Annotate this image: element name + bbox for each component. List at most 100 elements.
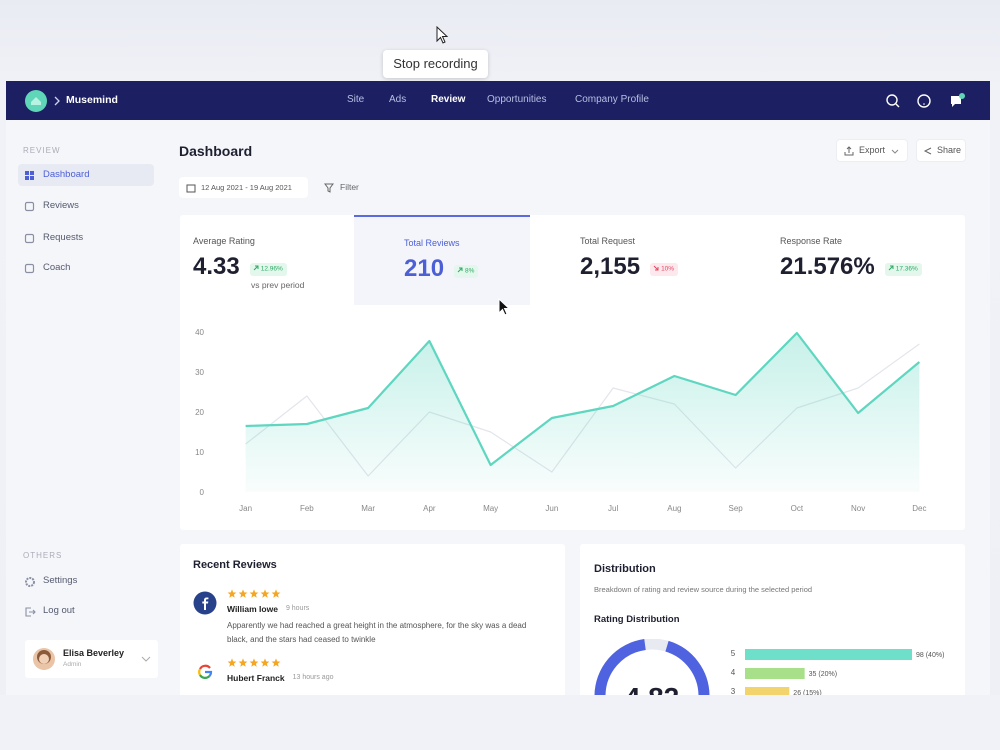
sidebar-item[interactable]: Dashboard xyxy=(18,164,154,186)
arrow xyxy=(888,265,894,271)
sidebar-icon xyxy=(25,577,35,587)
brand-name[interactable]: Musemind xyxy=(66,94,118,106)
y-tick-label: 10 xyxy=(195,448,204,457)
share-icon xyxy=(923,147,932,155)
trend-arrow xyxy=(253,265,259,271)
change-badge: 17.36% xyxy=(884,263,922,276)
change-value: 17.36% xyxy=(895,265,918,273)
icon xyxy=(25,607,36,617)
rating-bars: 5 98 (40%) 4 35 (20%) 3 26 (15%) xyxy=(731,649,944,695)
reviewer-name: William Iowe xyxy=(227,604,278,614)
change-value: 12.96% xyxy=(260,265,283,273)
stat-note: vs prev period xyxy=(251,280,305,290)
cursor xyxy=(498,298,511,316)
facebook-f xyxy=(202,597,209,610)
user-role: Admin xyxy=(63,661,82,668)
sidebar-item-label[interactable]: Requests xyxy=(43,232,84,243)
overview-card: Average Rating 4.33 12.96% vs prev period To… xyxy=(180,215,965,530)
sidebar-item-label[interactable]: Coach xyxy=(43,262,71,273)
bar-value-label: 98 (40%) xyxy=(916,652,944,659)
card-title: Recent Reviews xyxy=(193,559,277,571)
arrow xyxy=(457,267,463,273)
y-tick-label: 20 xyxy=(195,408,204,417)
stat-card[interactable]: Average Rating 4.33 12.96% vs prev period xyxy=(180,215,354,305)
page-title: Dashboard xyxy=(179,143,253,159)
bar-label: 5 xyxy=(731,649,736,658)
filter-button[interactable]: Filter xyxy=(324,177,374,198)
x-tick-label: May xyxy=(483,504,498,513)
sidebar-item-label[interactable]: Reviews xyxy=(43,200,79,211)
donut-track xyxy=(594,639,710,695)
y-tick-label: 40 xyxy=(195,328,204,337)
user-name: Elisa Beverley xyxy=(63,648,125,658)
distribution-card: Distribution Breakdown of rating and revi… xyxy=(580,544,965,695)
nav-icons xyxy=(886,93,965,108)
arrow xyxy=(253,265,259,271)
cursor xyxy=(436,26,449,44)
bar-value-label: 35 (20%) xyxy=(809,671,837,678)
sidebar-item-label[interactable]: Log out xyxy=(43,605,75,616)
x-tick-label: Jun xyxy=(545,504,558,513)
brand-logo xyxy=(25,90,60,112)
date-range[interactable]: 12 Aug 2021 - 19 Aug 2021 xyxy=(179,177,308,198)
sidebar-item[interactable]: Requests xyxy=(18,227,154,249)
source-icon xyxy=(193,591,217,615)
reviewer-name: Hubert Franck xyxy=(227,673,285,683)
x-tick-label: Oct xyxy=(791,504,804,513)
date-range-label[interactable]: 12 Aug 2021 - 19 Aug 2021 xyxy=(201,183,292,192)
export-icon xyxy=(844,146,899,156)
user-card[interactable]: Elisa Beverley Admin xyxy=(25,640,158,678)
section-label: OTHERS xyxy=(23,551,63,560)
sidebar-item[interactable]: Settings xyxy=(18,570,154,592)
sidebar-icon xyxy=(24,201,35,212)
stat-value: 2,155 xyxy=(580,253,641,280)
sidebar-item-label[interactable]: Settings xyxy=(43,575,78,586)
star xyxy=(238,658,248,667)
icon xyxy=(25,176,29,180)
share-button[interactable]: Share xyxy=(916,139,966,162)
export-button[interactable]: Export xyxy=(836,139,908,162)
nav-link[interactable]: Ads xyxy=(389,94,407,105)
sidebar-icon xyxy=(25,171,34,180)
x-tick-label: Jul xyxy=(608,504,618,513)
change-value: 10% xyxy=(661,265,675,273)
sidebar-item[interactable]: Reviews xyxy=(18,195,154,217)
star xyxy=(260,658,270,667)
stat-card[interactable]: Response Rate 21.576% 17.36% xyxy=(730,215,965,305)
top-nav: Musemind Site Ads Review Opportunities Compa… xyxy=(6,81,990,120)
filter-icon xyxy=(324,183,334,193)
section-label: REVIEW xyxy=(23,146,61,155)
g-blue xyxy=(205,670,213,677)
stat-card[interactable]: Total Request 2,155 10% xyxy=(530,215,730,305)
nav-link[interactable]: Opportunities xyxy=(487,94,547,105)
section-title: Rating Distribution xyxy=(594,614,680,625)
nav-link[interactable]: Site xyxy=(347,94,365,105)
star xyxy=(260,589,270,598)
share-label[interactable]: Share xyxy=(937,145,962,155)
bar-label: 4 xyxy=(731,668,736,677)
bar xyxy=(745,649,912,660)
bar-value-label: 26 (15%) xyxy=(793,690,821,695)
star xyxy=(271,658,281,667)
chevron xyxy=(141,656,151,662)
change-badge: 8% xyxy=(454,265,479,278)
nav-link[interactable]: Company Profile xyxy=(575,94,649,105)
nav-link[interactable]: Review xyxy=(431,94,466,105)
calendar-icon xyxy=(186,184,196,193)
icon xyxy=(24,201,35,212)
stat-card[interactable]: Total Reviews 210 8% xyxy=(354,215,530,305)
sidebar-icon xyxy=(25,607,36,617)
stat-label: Total Request xyxy=(580,236,636,246)
x-tick-label: Mar xyxy=(361,504,375,513)
source-icon xyxy=(193,660,217,684)
star xyxy=(249,589,259,598)
icon xyxy=(24,263,35,274)
tooltip: Stop recording xyxy=(383,50,488,78)
icon xyxy=(186,184,196,193)
sidebar-item-label[interactable]: Dashboard xyxy=(43,169,90,180)
average-rating: 4.82 xyxy=(625,682,680,695)
export-label[interactable]: Export xyxy=(859,145,886,155)
sidebar-item[interactable]: Coach xyxy=(18,257,154,279)
filter-label[interactable]: Filter xyxy=(340,182,359,192)
sidebar-item[interactable]: Log out xyxy=(18,600,154,622)
